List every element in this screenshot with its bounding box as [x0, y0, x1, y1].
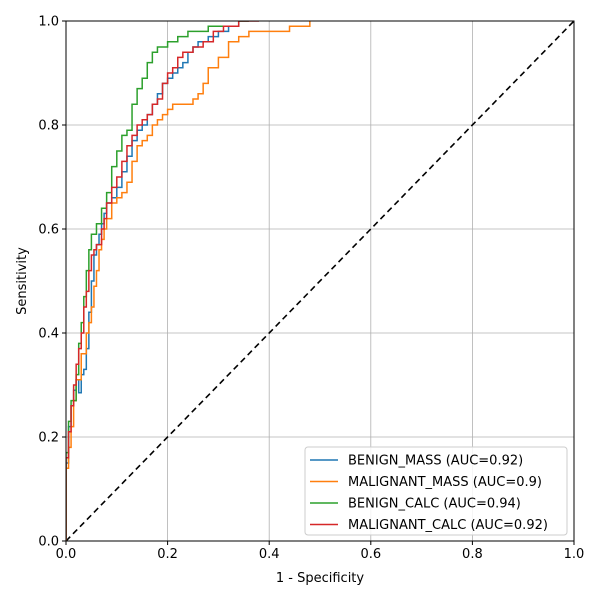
legend-entry-label: MALIGNANT_MASS (AUC=0.9)	[348, 475, 542, 490]
x-tick-label: 0.0	[56, 547, 77, 562]
x-tick-label: 0.6	[360, 547, 381, 562]
chance-reference-line	[65, 20, 575, 542]
y-tick-label: 0.2	[38, 431, 59, 446]
reference-line-group	[65, 20, 575, 542]
x-tick-label: 0.2	[157, 547, 178, 562]
roc-curve-series-2	[66, 21, 311, 541]
y-axis-ticks: 0.0 0.2 0.4 0.6 0.8 1.0	[38, 15, 66, 550]
x-tick-label: 0.4	[259, 547, 280, 562]
y-tick-label: 0.8	[38, 119, 59, 134]
y-tick-label: 0.6	[38, 223, 59, 238]
roc-curve-series-3	[66, 21, 249, 541]
grid-lines	[65, 20, 575, 542]
x-axis-ticks: 0.0 0.2 0.4 0.6 0.8 1.0	[56, 541, 585, 562]
legend-box	[304, 446, 568, 536]
legend-entry-label: BENIGN_MASS (AUC=0.92)	[348, 454, 523, 469]
legend-entry-label: MALIGNANT_CALC (AUC=0.92)	[348, 518, 548, 533]
x-tick-label: 1.0	[564, 547, 585, 562]
y-tick-label: 1.0	[38, 15, 59, 30]
y-axis-label: Sensitivity	[15, 247, 30, 315]
y-tick-label: 0.4	[38, 327, 59, 342]
series-group	[66, 21, 311, 541]
plot-frame	[65, 20, 575, 542]
y-tick-label: 0.0	[38, 535, 59, 550]
legend: BENIGN_MASS (AUC=0.92) MALIGNANT_MASS (AU…	[304, 446, 568, 536]
x-tick-label: 0.8	[462, 547, 483, 562]
legend-entry-label: BENIGN_CALC (AUC=0.94)	[348, 497, 521, 512]
roc-curve-series-4	[66, 21, 260, 541]
x-axis-label: 1 - Specificity	[276, 571, 365, 586]
